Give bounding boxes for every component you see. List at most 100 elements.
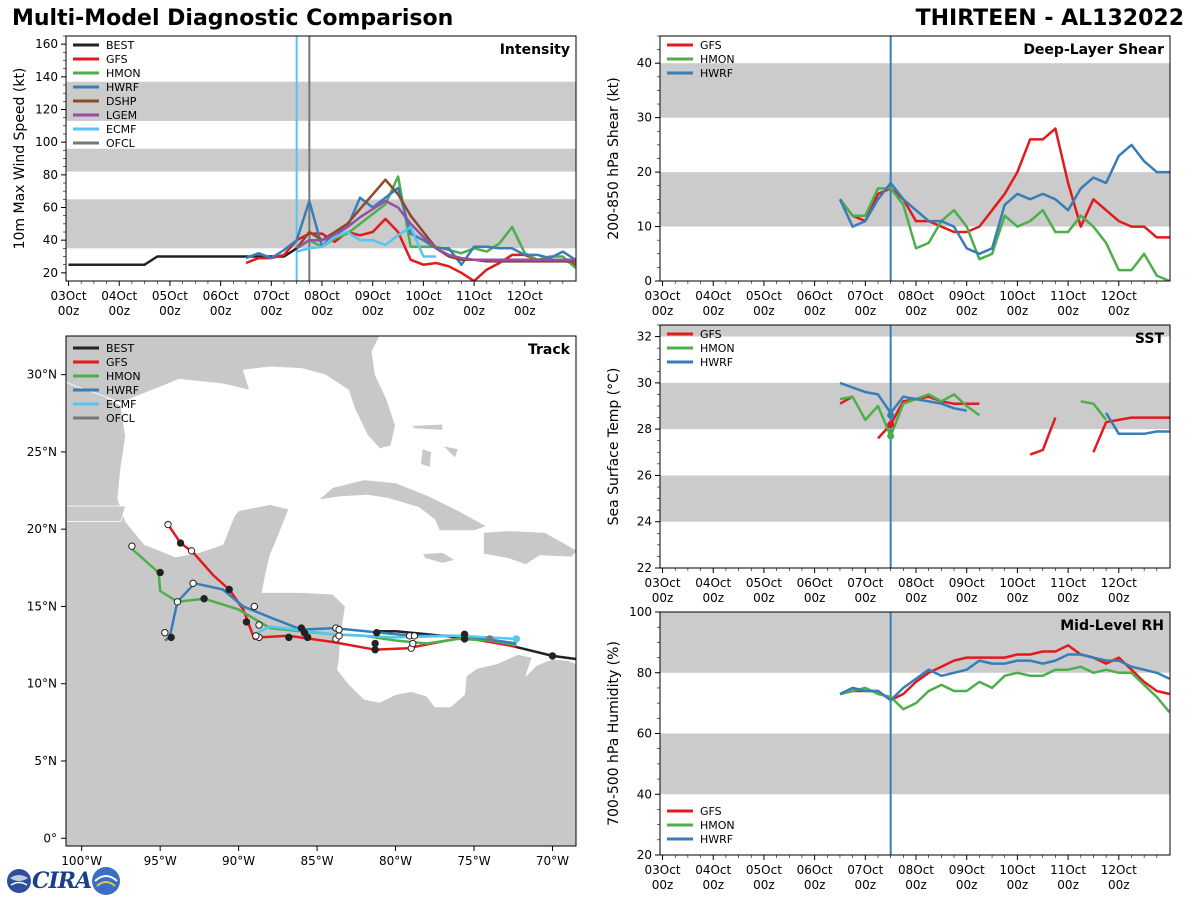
shear-xtick-label: 06Oct [797, 289, 833, 303]
rh-series-hmon [839, 665, 1170, 714]
sst-ytick-label: 30 [637, 376, 652, 390]
sst-xtick-sublabel: 00z [956, 591, 978, 605]
shear-legend-label-hmon: HMON [700, 53, 735, 66]
intensity-xtick-label: 05Oct [152, 289, 188, 303]
shear-xtick-sublabel: 00z [652, 304, 674, 318]
track-xtick-label: 95°W [144, 854, 177, 868]
intensity-xtick-sublabel: 00z [108, 304, 130, 318]
sst-marker-2 [887, 432, 895, 440]
sst-xtick-sublabel: 00z [804, 591, 826, 605]
sst-series-gfs-seg3 [1092, 416, 1170, 453]
cira-logo: CIRA [6, 866, 121, 896]
sst-band-1 [660, 382, 1170, 430]
sst-xtick-label: 07Oct [847, 576, 883, 590]
rh-xtick-sublabel: 00z [905, 878, 927, 892]
track-point [128, 542, 136, 550]
intensity-xtick-label: 08Oct [304, 289, 340, 303]
sst-xtick-label: 12Oct [1101, 576, 1137, 590]
storm-id-title: THIRTEEN - AL132022 [915, 6, 1184, 31]
rh-xtick-sublabel: 00z [804, 878, 826, 892]
sst-legend-label-hmon: HMON [700, 342, 735, 355]
track-point [460, 630, 469, 638]
page-title: Multi-Model Diagnostic Comparison [12, 6, 454, 31]
rh-xtick-sublabel: 00z [652, 878, 674, 892]
intensity-xtick-label: 12Oct [507, 289, 543, 303]
track-point [512, 635, 521, 643]
shear-ylabel: 200-850 hPa Shear (kt) [606, 77, 622, 239]
sst-frame [659, 324, 1171, 569]
track-ytick-label: 15°N [27, 599, 57, 613]
shear-xtick-sublabel: 00z [804, 304, 826, 318]
track-point [189, 579, 197, 587]
land-yucatan-west [66, 505, 127, 522]
rh-ytick-label: 20 [637, 848, 652, 862]
sst-legend-label-gfs: GFS [700, 328, 722, 341]
shear-xtick-label: 11Oct [1050, 289, 1086, 303]
sst-xtick-sublabel: 00z [753, 591, 775, 605]
intensity-xtick-label: 10Oct [405, 289, 441, 303]
sst-xtick-label: 11Oct [1050, 576, 1086, 590]
track-xtick-label: 90°W [222, 854, 255, 868]
land-north-america [66, 336, 396, 450]
shear-xtick-label: 03Oct [645, 289, 681, 303]
intensity-plot: 2040608010012014016003Oct00z04Oct00z05Oc… [12, 35, 577, 318]
track-point [285, 633, 293, 642]
intensity-ytick-label: 20 [43, 266, 58, 280]
track-point [335, 625, 343, 634]
intensity-legend-label-best: BEST [106, 39, 134, 52]
shear-xtick-sublabel: 00z [753, 304, 775, 318]
rh-xtick-sublabel: 00z [1007, 878, 1029, 892]
shear-plot: 01020304003Oct00z04Oct00z05Oct00z06Oct00… [606, 35, 1171, 318]
land-hispaniola [482, 530, 576, 566]
track-legend-label-ofcl: OFCL [106, 412, 136, 425]
sst-xtick-sublabel: 00z [1057, 591, 1079, 605]
sst-xtick-label: 09Oct [949, 576, 985, 590]
sst-ytick-label: 24 [637, 515, 652, 529]
track-point [409, 639, 417, 648]
rh-band-0 [660, 733, 1170, 795]
land-bahamas-abaco [410, 423, 444, 431]
track-legend-label-gfs: GFS [106, 356, 128, 369]
intensity-xtick-label: 06Oct [203, 289, 239, 303]
shear-ytick-label: 0 [644, 274, 652, 288]
track-point [410, 632, 419, 640]
intensity-series-gfs [245, 217, 576, 281]
rh-ytick-label: 80 [637, 666, 652, 680]
shear-xtick-label: 07Oct [847, 289, 883, 303]
shear-xtick-label: 10Oct [999, 289, 1035, 303]
sst-chart: 22242628303203Oct00z04Oct00z05Oct00z06Oc… [606, 324, 1171, 605]
rh-xtick-sublabel: 00z [753, 878, 775, 892]
shear-band-1 [660, 63, 1170, 118]
track-point [167, 633, 175, 642]
shear-ytick-label: 10 [637, 220, 652, 234]
shear-xtick-sublabel: 00z [1108, 304, 1130, 318]
shear-xtick-sublabel: 00z [1057, 304, 1079, 318]
intensity-xtick-label: 07Oct [253, 289, 289, 303]
track-point [371, 639, 379, 648]
sst-legend-label-hwrf: HWRF [700, 356, 733, 369]
rh-xtick-sublabel: 00z [855, 878, 877, 892]
intensity-series-hwrf [245, 186, 576, 266]
shear-xtick-label: 04Oct [695, 289, 731, 303]
intensity-legend-label-lgem: LGEM [106, 109, 137, 122]
intensity-ytick-label: 80 [43, 168, 58, 182]
sst-series-hmon-seg0 [839, 393, 981, 438]
shear-ytick-label: 30 [637, 111, 652, 125]
intensity-legend-label-hmon: HMON [106, 67, 141, 80]
rh-legend-label-gfs: GFS [700, 805, 722, 818]
shear-legend-label-hwrf: HWRF [700, 67, 733, 80]
sst-xtick-sublabel: 00z [702, 591, 724, 605]
rh-band-1 [660, 612, 1170, 673]
sst-xtick-label: 08Oct [898, 576, 934, 590]
sst-series-hwrf-seg1 [1105, 412, 1170, 436]
sst-xtick-sublabel: 00z [1108, 591, 1130, 605]
intensity-series-ecmf [296, 225, 437, 258]
track-point [371, 646, 379, 654]
rh-xtick-label: 11Oct [1050, 863, 1086, 877]
shear-title: Deep-Layer Shear [1023, 42, 1164, 58]
rh-ylabel: 700-500 hPa Humidity (%) [606, 641, 622, 826]
shear-xtick-label: 08Oct [898, 289, 934, 303]
track-point [173, 598, 182, 606]
track-point [373, 629, 381, 637]
track-ytick-label: 0° [43, 831, 57, 845]
